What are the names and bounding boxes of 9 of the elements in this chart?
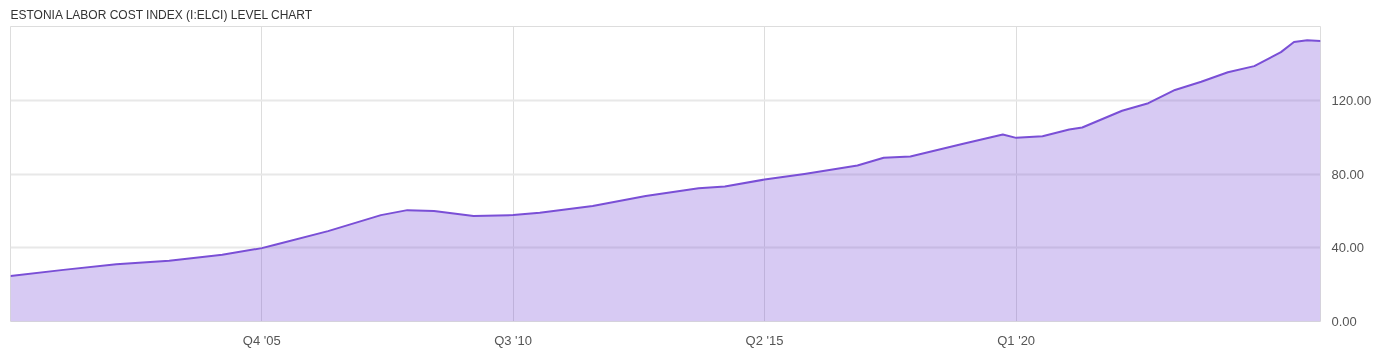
y-tick-label: 120.00 — [1331, 92, 1372, 108]
x-tick-label: Q3 '10 — [494, 332, 533, 348]
x-tick-label: Q4 '05 — [242, 332, 281, 348]
x-tick-label: Q2 '15 — [745, 332, 784, 348]
y-tick-label: 80.00 — [1331, 166, 1365, 182]
chart-title: ESTONIA LABOR COST INDEX (I:ELCI) LEVEL CHART — [10, 7, 313, 22]
y-tick-label: 0.00 — [1331, 314, 1357, 329]
x-tick-label: Q1 '20 — [997, 332, 1036, 348]
y-tick-label: 40.00 — [1331, 240, 1365, 256]
